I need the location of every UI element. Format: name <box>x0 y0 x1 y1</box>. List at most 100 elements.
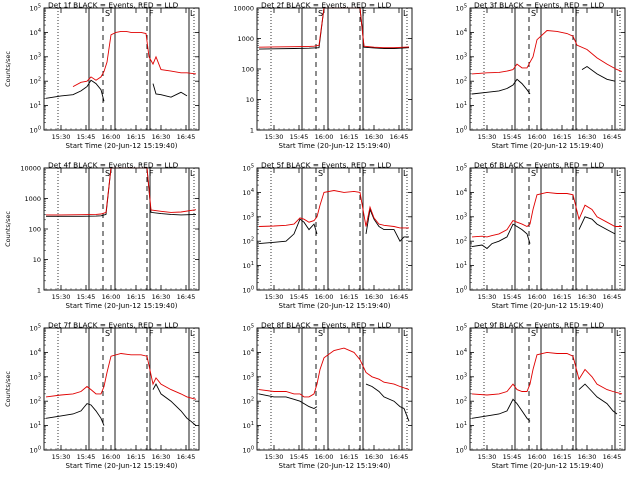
y-tick-exponent: 2 <box>464 397 467 403</box>
marker-label: S <box>105 169 110 178</box>
x-tick-label: 16:30 <box>365 453 384 461</box>
marker-label: L <box>403 329 408 338</box>
y-tick-label: 101 <box>243 421 254 430</box>
y-tick-exponent: 4 <box>464 348 467 354</box>
events-series-line <box>581 65 616 82</box>
marker-label: S <box>531 9 536 18</box>
marker-label: F <box>149 9 154 18</box>
events-series-line <box>45 79 105 102</box>
x-tick-label: 15:45 <box>290 293 309 301</box>
x-tick-label: 16:45 <box>390 293 409 301</box>
marker-label: L <box>190 9 195 18</box>
y-tick-exponent: 2 <box>464 237 467 243</box>
detector-panel-9: Det 9f BLACK = Events, RED = LLD 100 101 10… <box>426 320 639 480</box>
x-tick-label: 16:30 <box>152 453 171 461</box>
detector-chart-4: Det 4f BLACK = Events, RED = LLD 1 10 100 10… <box>4 161 200 310</box>
detector-panel-1: Det 1f BLACK = Events, RED = LLD 100 101 10… <box>0 0 213 160</box>
x-tick-label: 16:00 <box>528 133 547 141</box>
y-tick-label: 104 <box>30 28 41 37</box>
x-tick-label: 16:15 <box>127 133 146 141</box>
x-axis-label: Start Time (20-Jun-12 15:19:40) <box>66 302 178 310</box>
y-tick-label: 104 <box>243 348 254 357</box>
y-tick-label: 100 <box>456 286 467 295</box>
x-tick-label: 15:30 <box>265 293 284 301</box>
detector-chart-6: Det 6f BLACK = Events, RED = LLD10010110… <box>456 161 626 310</box>
events-series-line <box>258 393 318 410</box>
x-tick-label: 16:30 <box>152 293 171 301</box>
lld-series-line <box>471 351 623 396</box>
y-tick-label: 101 <box>30 101 41 110</box>
x-tick-label: 16:45 <box>177 453 196 461</box>
x-tick-label: 16:45 <box>177 293 196 301</box>
x-tick-label: 15:45 <box>290 453 309 461</box>
plot-frame <box>469 167 626 291</box>
marker-label: F <box>362 329 367 338</box>
x-tick-label: 16:45 <box>603 453 622 461</box>
x-tick-label: 16:00 <box>315 293 334 301</box>
lld-series-line <box>471 30 623 75</box>
x-tick-label: 15:30 <box>52 453 71 461</box>
y-tick-exponent: 4 <box>464 188 467 194</box>
x-tick-label: 16:15 <box>127 293 146 301</box>
y-tick-label: 101 <box>456 261 467 270</box>
y-tick-exponent: 2 <box>464 77 467 83</box>
y-tick-exponent: 5 <box>38 4 41 10</box>
lld-series-line <box>46 167 197 216</box>
plot-frame <box>43 167 200 291</box>
detector-panel-3: Det 3f BLACK = Events, RED = LLD 100 101 10… <box>426 0 639 160</box>
y-tick-label: 100 <box>29 226 41 234</box>
marker-label: S <box>105 329 110 338</box>
chart-title: Det 7f BLACK = Events, RED = LLD <box>48 321 179 330</box>
y-tick-label: 103 <box>243 212 254 221</box>
x-axis-label: Start Time (20-Jun-12 15:19:40) <box>66 142 178 150</box>
x-tick-label: 16:30 <box>578 293 597 301</box>
x-axis-label: Start Time (20-Jun-12 15:19:40) <box>279 302 391 310</box>
x-tick-label: 16:45 <box>603 293 622 301</box>
x-tick-label: 15:30 <box>478 453 497 461</box>
y-tick-exponent: 3 <box>38 52 41 58</box>
marker-label: S <box>105 9 110 18</box>
y-tick-exponent: 4 <box>251 188 254 194</box>
marker-label: S <box>531 169 536 178</box>
marker-label: S <box>531 329 536 338</box>
y-tick-label: 103 <box>456 372 467 381</box>
y-tick-exponent: 1 <box>464 261 467 267</box>
lld-series-line <box>471 191 622 238</box>
detector-panel-5: Det 5f BLACK = Events, RED = LLD 100 101 10… <box>213 160 426 320</box>
y-tick-exponent: 1 <box>38 421 41 427</box>
y-axis-label: Counts/sec <box>4 211 12 247</box>
detector-panel-6: Det 6f BLACK = Events, RED = LLD 100 101 10… <box>426 160 639 320</box>
y-tick-exponent: 5 <box>251 164 254 170</box>
x-tick-label: 16:15 <box>127 453 146 461</box>
y-tick-exponent: 1 <box>464 421 467 427</box>
y-tick-label: 105 <box>456 324 467 333</box>
events-series-line <box>471 78 531 95</box>
y-tick-exponent: 5 <box>464 324 467 330</box>
chart-title: Det 3f BLACK = Events, RED = LLD <box>474 1 605 10</box>
y-tick-label: 1000 <box>24 195 41 203</box>
marker-label: L <box>616 9 621 18</box>
y-tick-exponent: 2 <box>38 397 41 403</box>
chart-title: Det 2f BLACK = Events, RED = LLD <box>261 1 392 10</box>
chart-title: Det 6f BLACK = Events, RED = LLD <box>474 161 605 170</box>
y-tick-exponent: 1 <box>464 101 467 107</box>
y-tick-label: 102 <box>243 237 254 246</box>
plot-frame <box>256 7 413 131</box>
y-tick-label: 103 <box>30 52 41 61</box>
y-tick-label: 100 <box>243 286 254 295</box>
events-series-line <box>578 383 618 415</box>
x-tick-label: 16:00 <box>315 133 334 141</box>
detector-panel-2: Det 2f BLACK = Events, RED = LLD 1 10 100 10… <box>213 0 426 160</box>
x-axis-label: Start Time (20-Jun-12 15:19:40) <box>279 142 391 150</box>
y-tick-label: 105 <box>243 164 254 173</box>
x-tick-label: 15:30 <box>265 133 284 141</box>
y-tick-label: 101 <box>456 101 467 110</box>
y-tick-exponent: 1 <box>251 421 254 427</box>
y-tick-label: 100 <box>456 446 467 455</box>
x-tick-label: 16:00 <box>528 293 547 301</box>
y-tick-label: 103 <box>456 52 467 61</box>
y-tick-exponent: 2 <box>251 237 254 243</box>
x-tick-label: 16:00 <box>315 453 334 461</box>
y-tick-label: 104 <box>456 348 467 357</box>
